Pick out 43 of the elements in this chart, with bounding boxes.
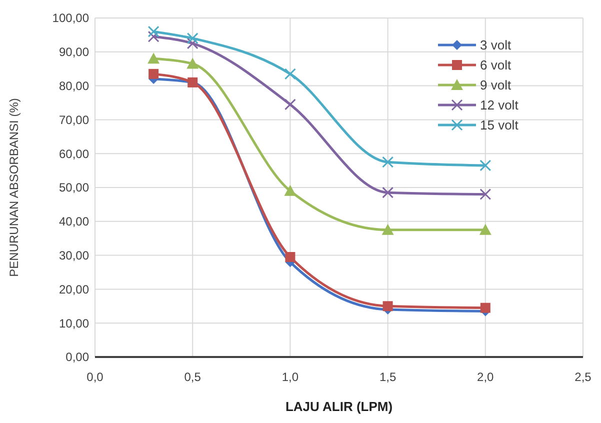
point bbox=[148, 26, 160, 38]
x-tick-label: 2,5 bbox=[574, 370, 592, 384]
point bbox=[382, 156, 394, 168]
point bbox=[382, 186, 394, 198]
y-tick-label: 40,00 bbox=[58, 214, 90, 229]
y-tick-label: 10,00 bbox=[58, 316, 90, 330]
point bbox=[186, 38, 198, 50]
y-tick-label: 0,00 bbox=[66, 350, 90, 364]
y-tick-label: 60,00 bbox=[58, 146, 90, 161]
point bbox=[284, 68, 296, 80]
point bbox=[382, 301, 393, 312]
y-tick-label: 20,00 bbox=[58, 282, 90, 296]
x-tick-label: 1,0 bbox=[282, 370, 299, 384]
y-axis-title: PENURUNAN ABSORBANSI (%) bbox=[7, 98, 21, 277]
legend-label: 15 volt bbox=[480, 118, 519, 133]
y-tick-label: 80,00 bbox=[58, 79, 90, 93]
point bbox=[382, 224, 394, 235]
point bbox=[480, 302, 490, 313]
x-tick-label: 2,0 bbox=[477, 370, 494, 384]
point bbox=[148, 52, 160, 64]
point bbox=[284, 184, 296, 196]
y-tick-label: 30,00 bbox=[58, 248, 90, 262]
point bbox=[148, 30, 160, 42]
point bbox=[480, 188, 492, 200]
y-tick-label: 90,00 bbox=[58, 45, 90, 60]
y-tick-label: 100,00 bbox=[52, 11, 90, 26]
point bbox=[148, 68, 159, 79]
y-tick-label: 50,00 bbox=[58, 180, 90, 195]
point bbox=[186, 58, 199, 69]
point bbox=[480, 160, 492, 172]
legend-label: 3 volt bbox=[480, 38, 512, 53]
legend-label: 12 volt bbox=[480, 98, 519, 113]
legend-label: 9 volt bbox=[480, 78, 512, 93]
point bbox=[285, 252, 296, 262]
x-tick-label: 0,0 bbox=[86, 370, 104, 384]
x-tick-label: 0,5 bbox=[184, 370, 202, 384]
legend-label: 6 volt bbox=[480, 58, 512, 73]
point bbox=[186, 32, 198, 44]
x-axis-title: LAJU ALIR (LPM) bbox=[285, 399, 393, 414]
x-tick-label: 1,5 bbox=[379, 370, 396, 384]
y-tick-label: 70,00 bbox=[58, 112, 90, 127]
point bbox=[479, 224, 492, 235]
point bbox=[284, 98, 296, 110]
